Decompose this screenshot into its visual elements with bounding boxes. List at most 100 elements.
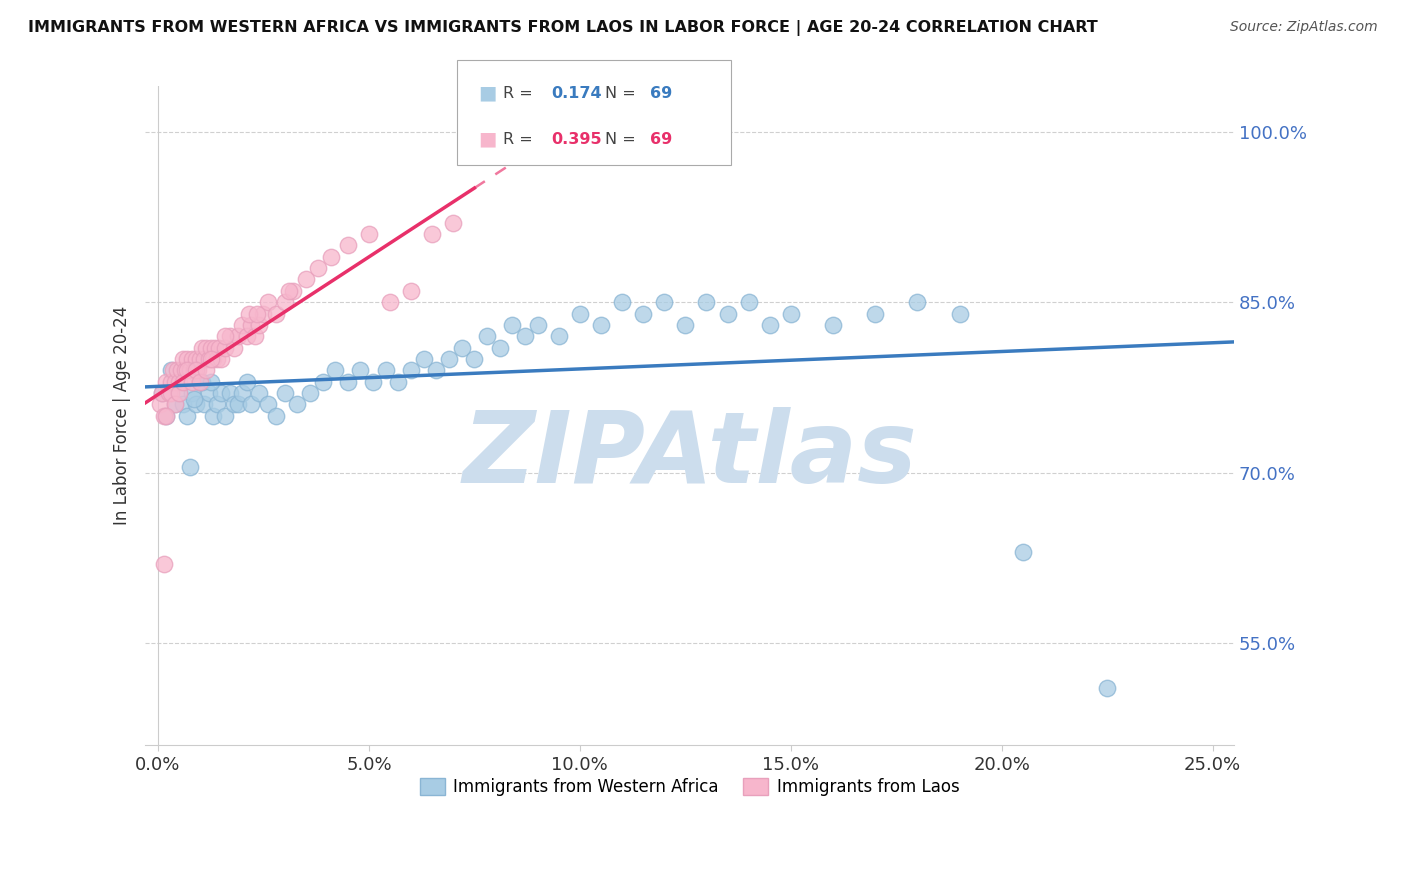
Point [200, 375, 222, 389]
Point [180, 375, 202, 389]
Point [247, 318, 270, 332]
Point [673, 318, 696, 332]
Point [488, 341, 510, 355]
Point [180, 351, 202, 366]
Point [231, 386, 253, 401]
Point [184, 351, 207, 366]
Point [610, 295, 633, 310]
Point [163, 397, 186, 411]
Point [905, 295, 928, 310]
Point [209, 351, 232, 366]
Point [188, 375, 211, 389]
Point [779, 307, 801, 321]
Point [695, 295, 717, 310]
Point [155, 409, 177, 423]
Point [184, 363, 207, 377]
Point [197, 386, 219, 401]
Point [264, 307, 287, 321]
Point [205, 397, 228, 411]
Point [1011, 545, 1033, 559]
Point [247, 386, 270, 401]
Point [188, 351, 211, 366]
Point [463, 351, 485, 366]
Point [361, 375, 384, 389]
Point [239, 397, 262, 411]
Point [323, 363, 346, 377]
Point [172, 351, 194, 366]
Point [201, 409, 224, 423]
Point [155, 375, 177, 389]
Point [948, 307, 970, 321]
Point [176, 351, 198, 366]
Point [1095, 681, 1118, 696]
Point [319, 250, 342, 264]
Point [273, 386, 295, 401]
Point [298, 386, 321, 401]
Text: R =: R = [503, 132, 533, 147]
Point [273, 295, 295, 310]
Point [176, 363, 198, 377]
Point [631, 307, 654, 321]
Point [378, 295, 401, 310]
Point [204, 341, 226, 355]
Point [238, 307, 260, 321]
Point [172, 397, 194, 411]
Point [285, 397, 308, 411]
Point [150, 386, 173, 401]
Point [589, 318, 612, 332]
Point [218, 329, 240, 343]
Point [425, 363, 447, 377]
Text: ■: ■ [478, 130, 496, 149]
Point [737, 295, 759, 310]
Point [205, 351, 228, 366]
Point [256, 295, 278, 310]
Point [231, 318, 253, 332]
Point [200, 341, 222, 355]
Text: N =: N = [605, 132, 636, 147]
Point [167, 386, 190, 401]
Point [863, 307, 886, 321]
Text: N =: N = [605, 86, 636, 101]
Point [159, 375, 181, 389]
Point [183, 363, 205, 377]
Text: ■: ■ [478, 84, 496, 103]
Point [159, 386, 181, 401]
Text: 0.395: 0.395 [551, 132, 602, 147]
Point [235, 375, 257, 389]
Point [387, 375, 409, 389]
Point [243, 329, 266, 343]
Point [174, 363, 197, 377]
Point [420, 227, 443, 241]
Text: ZIPAtlas: ZIPAtlas [463, 407, 917, 504]
Point [281, 284, 304, 298]
Y-axis label: In Labor Force | Age 20-24: In Labor Force | Age 20-24 [114, 306, 131, 525]
Point [239, 318, 262, 332]
Point [226, 329, 249, 343]
Point [184, 397, 207, 411]
Point [163, 397, 186, 411]
Point [716, 307, 738, 321]
Point [162, 363, 184, 377]
Point [226, 397, 249, 411]
Point [399, 284, 422, 298]
Point [172, 375, 194, 389]
Point [526, 318, 548, 332]
Text: IMMIGRANTS FROM WESTERN AFRICA VS IMMIGRANTS FROM LAOS IN LABOR FORCE | AGE 20-2: IMMIGRANTS FROM WESTERN AFRICA VS IMMIGR… [28, 20, 1098, 36]
Point [153, 409, 176, 423]
Point [167, 386, 190, 401]
Point [222, 397, 245, 411]
Point [821, 318, 844, 332]
Point [214, 341, 236, 355]
Point [349, 363, 371, 377]
Point [200, 351, 222, 366]
Text: 69: 69 [650, 86, 672, 101]
Point [191, 341, 214, 355]
Point [195, 363, 218, 377]
Point [193, 351, 215, 366]
Point [441, 216, 464, 230]
Point [163, 375, 186, 389]
Point [166, 363, 188, 377]
Point [222, 341, 245, 355]
Point [176, 409, 198, 423]
Point [197, 351, 219, 366]
